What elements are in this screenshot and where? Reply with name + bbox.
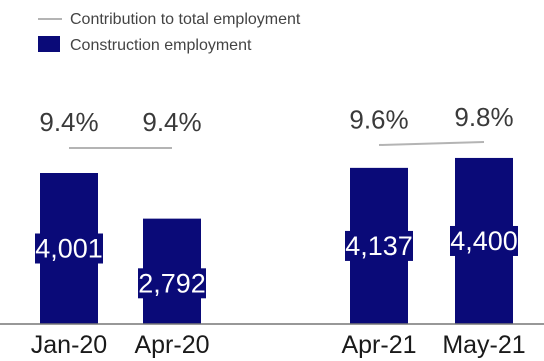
pct-label-apr-21: 9.6% xyxy=(349,105,408,135)
category-label-may-21: May-21 xyxy=(442,331,525,359)
contribution-line-segment-2 xyxy=(378,141,485,146)
value-label-apr-20: 2,792 xyxy=(138,268,206,298)
category-label-apr-20: Apr-20 xyxy=(134,331,209,359)
value-label-bg-may-21 xyxy=(450,225,518,256)
value-label-apr-21: 4,137 xyxy=(345,231,413,261)
legend-label-construction: Construction employment xyxy=(70,37,252,54)
pct-label-may-21: 9.8% xyxy=(454,102,513,132)
value-label-may-21: 4,400 xyxy=(450,226,518,256)
legend-label-contribution: Contribution to total employment xyxy=(70,11,301,28)
plot-area: 4,001 Jan-20 2,792 Apr-20 4,137 Apr-21 4,400 Ma… xyxy=(31,102,526,359)
pct-label-jan-20: 9.4% xyxy=(39,107,98,137)
value-label-bg-jan-20 xyxy=(35,233,103,264)
legend: Contribution to total employment Constru… xyxy=(38,11,301,54)
value-label-bg-apr-20 xyxy=(138,268,206,299)
category-label-jan-20: Jan-20 xyxy=(31,331,107,359)
category-label-apr-21: Apr-21 xyxy=(341,331,416,359)
legend-bar-swatch xyxy=(38,36,60,52)
pct-label-apr-20: 9.4% xyxy=(142,107,201,137)
value-label-jan-20: 4,001 xyxy=(35,234,103,264)
value-label-bg-apr-21 xyxy=(345,230,413,261)
